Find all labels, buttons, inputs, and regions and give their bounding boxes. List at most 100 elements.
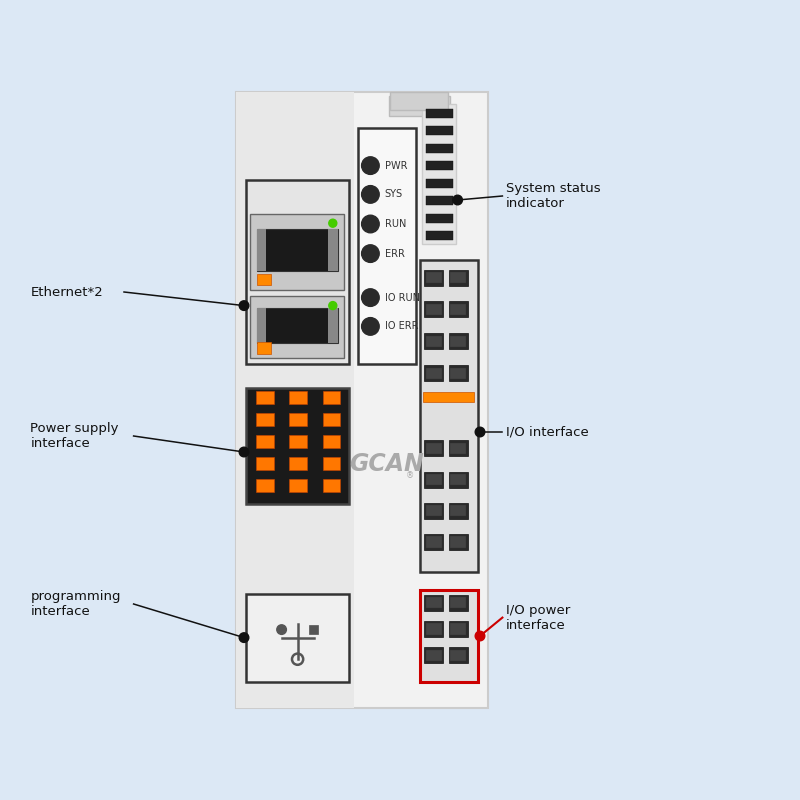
- Bar: [257, 229, 266, 270]
- Bar: [450, 537, 466, 548]
- Bar: [426, 144, 453, 153]
- Bar: [256, 435, 274, 448]
- Bar: [424, 270, 443, 286]
- Bar: [426, 272, 442, 283]
- Text: SYS: SYS: [385, 190, 403, 199]
- Bar: [426, 537, 442, 548]
- Bar: [424, 334, 443, 350]
- Bar: [236, 92, 354, 708]
- Bar: [450, 506, 466, 517]
- Bar: [449, 594, 468, 610]
- Text: PWR: PWR: [385, 161, 407, 170]
- Circle shape: [277, 625, 286, 634]
- Text: Power supply
interface: Power supply interface: [30, 422, 119, 450]
- Text: System status
indicator: System status indicator: [506, 182, 600, 210]
- Bar: [426, 214, 453, 222]
- Bar: [426, 126, 453, 135]
- Bar: [422, 104, 456, 244]
- Circle shape: [362, 157, 379, 174]
- Bar: [424, 594, 443, 610]
- Bar: [426, 506, 442, 517]
- Bar: [426, 109, 453, 118]
- Bar: [257, 342, 271, 354]
- Bar: [423, 392, 474, 402]
- Bar: [256, 391, 274, 404]
- Bar: [257, 309, 266, 342]
- Bar: [450, 650, 466, 661]
- Circle shape: [475, 631, 485, 641]
- Text: I/O power
interface: I/O power interface: [506, 603, 570, 632]
- Text: IO RUN: IO RUN: [385, 293, 420, 302]
- Circle shape: [329, 302, 337, 310]
- Bar: [424, 471, 443, 487]
- Text: ERR: ERR: [385, 249, 405, 258]
- Text: RUN: RUN: [385, 219, 406, 229]
- Text: IO ERR: IO ERR: [385, 322, 418, 331]
- Bar: [290, 479, 307, 492]
- Bar: [424, 534, 443, 550]
- Bar: [450, 304, 466, 315]
- Bar: [426, 367, 442, 378]
- Bar: [322, 413, 340, 426]
- Bar: [257, 229, 338, 270]
- Bar: [322, 391, 340, 404]
- Circle shape: [239, 633, 249, 642]
- Bar: [449, 270, 468, 286]
- Bar: [426, 336, 442, 347]
- Bar: [449, 302, 468, 318]
- Bar: [246, 388, 349, 504]
- Bar: [290, 413, 307, 426]
- Bar: [322, 457, 340, 470]
- Bar: [450, 597, 466, 608]
- Bar: [426, 162, 453, 170]
- Bar: [328, 229, 338, 270]
- Bar: [426, 304, 442, 315]
- Bar: [450, 336, 466, 347]
- Bar: [449, 471, 468, 487]
- Bar: [426, 231, 453, 240]
- Bar: [250, 296, 344, 358]
- Bar: [424, 503, 443, 519]
- Bar: [424, 621, 443, 637]
- Text: Ethernet*2: Ethernet*2: [30, 286, 103, 298]
- Circle shape: [475, 427, 485, 437]
- Circle shape: [362, 186, 379, 203]
- Circle shape: [239, 447, 249, 457]
- Bar: [328, 309, 338, 342]
- Circle shape: [362, 245, 379, 262]
- Bar: [256, 479, 274, 492]
- Bar: [236, 92, 488, 708]
- Bar: [257, 274, 271, 285]
- Bar: [424, 302, 443, 318]
- Bar: [450, 474, 466, 485]
- Circle shape: [362, 318, 379, 335]
- Bar: [449, 647, 468, 663]
- Circle shape: [453, 195, 462, 205]
- Bar: [450, 367, 466, 378]
- Bar: [246, 180, 349, 364]
- Bar: [290, 391, 307, 404]
- Bar: [290, 435, 307, 448]
- Circle shape: [362, 289, 379, 306]
- Bar: [449, 534, 468, 550]
- Bar: [424, 647, 443, 663]
- Bar: [257, 309, 338, 342]
- Bar: [322, 479, 340, 492]
- Bar: [420, 590, 478, 682]
- Bar: [450, 623, 466, 634]
- Bar: [256, 457, 274, 470]
- Bar: [256, 413, 274, 426]
- Bar: [420, 260, 478, 572]
- Bar: [426, 179, 453, 188]
- Bar: [426, 597, 442, 608]
- Bar: [450, 442, 466, 454]
- Circle shape: [239, 301, 249, 310]
- Circle shape: [362, 215, 379, 233]
- Bar: [389, 96, 450, 116]
- Text: I/O interface: I/O interface: [506, 426, 588, 438]
- Bar: [424, 440, 443, 456]
- Bar: [426, 442, 442, 454]
- Bar: [424, 365, 443, 381]
- Bar: [426, 474, 442, 485]
- Bar: [449, 503, 468, 519]
